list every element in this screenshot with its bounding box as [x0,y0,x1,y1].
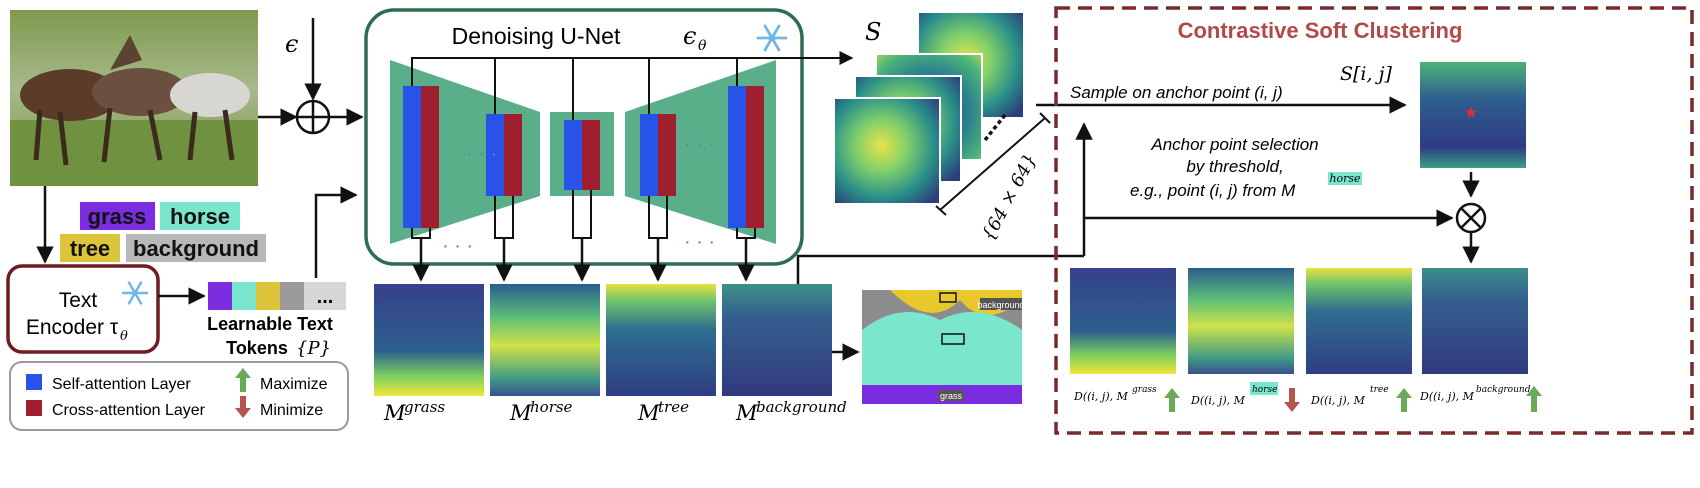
dist-tree-sup: tree [1370,385,1389,395]
text-encoder: Text Encoder τ θ [6,264,160,354]
anchor-heatmap [1420,62,1526,168]
map-background-prefix: M [735,401,758,425]
clustering-sample-label: S[i, j] [1340,63,1392,85]
learnable-token-1 [208,282,232,310]
sum-icon [295,99,331,135]
unet-dots-bottom-right: · · · [684,231,715,253]
token-background-label: background [133,236,259,261]
result-map-background [1422,268,1528,374]
map-tree-prefix: M [637,401,660,425]
token-tree-swatch [60,234,120,262]
legend-minimize-label: Minimize [260,402,323,419]
learnable-token-ellipsis: ... [317,286,334,308]
map-grass [374,284,484,396]
learnable-tokens-set: {P} [296,338,331,359]
legend-self-attention-swatch [26,374,42,390]
legend-cross-attention-swatch [26,400,42,416]
map-horse-prefix: M [509,401,532,425]
self-attention-label: S [865,18,881,46]
result-map-horse [1188,268,1294,374]
map-tree-sup: tree [658,398,689,416]
map-horse [490,284,600,396]
clustering-title: Contrastive Soft Clustering [1178,18,1463,43]
contrastive-soft-clustering: Contrastive Soft Clustering Sample on an… [1054,6,1694,435]
token-legend: grass horse tree background [60,202,266,262]
token-background-swatch [126,234,266,262]
arrow-up-icon [1526,386,1542,412]
learnable-tokens-line2: Tokens [226,338,288,358]
dist-horse-prefix: D((i, j), M [1190,394,1246,407]
snowflake-icon [756,24,788,52]
self-attention-maps: S {64 × 64} [833,11,1051,244]
token-horse-swatch [160,202,240,230]
text-encoder-subscript: θ [120,329,128,344]
text-encoder-line1: Text [59,289,98,312]
arrow-down-icon [235,396,251,418]
learnable-tokens: ... Learnable Text Tokens {P} [207,282,346,359]
arrow-down-icon [1284,388,1300,412]
learnable-token-4 [280,282,304,310]
legend-maximize-label: Maximize [260,376,328,393]
unet-dots-encoder: · · · [466,143,497,165]
unet-title: Denoising U-Net [452,23,621,49]
noise-epsilon: ϵ [285,30,298,58]
segmentation-result: background grass [862,290,1025,404]
token-horse-label: horse [170,204,230,229]
dist-background-sup: background [1476,385,1531,395]
learnable-token-2 [232,282,256,310]
line-background-map-to-selection [796,254,1084,284]
unet-symbol: ϵ [683,22,696,50]
learnable-tokens-line1: Learnable Text [207,314,333,334]
anchor-sup: horse [1329,172,1361,185]
map-horse-sup: horse [530,398,573,416]
snowflake-icon [121,281,149,305]
self-attention-size: {64 × 64} [978,150,1041,244]
unet-layers [403,86,764,228]
learnable-token-more [304,282,346,310]
map-tree [606,284,716,396]
map-grass-prefix: M [383,401,406,425]
dist-grass-sup: grass [1132,385,1157,395]
dist-grass-prefix: D((i, j), M [1073,390,1129,403]
unet-dots-decoder: · · · [684,133,715,155]
token-grass-swatch [80,202,155,230]
text-encoder-line2: Encoder τ [26,316,119,339]
product-icon [1455,202,1487,234]
unet-dots-bottom-left: · · · [442,235,473,257]
legend-cross-attention-label: Cross-attention Layer [52,402,206,419]
arrow-up-icon [235,368,251,392]
anchor-line2: by threshold, [1186,157,1283,176]
map-background-sup: background [756,398,847,416]
arrow-up-icon [1396,388,1412,412]
layer-legend: Self-attention Layer Cross-attention Lay… [9,361,349,431]
seg-label-background: background [977,300,1024,310]
map-grass-sup: grass [404,398,445,416]
anchor-line3: e.g., point (i, j) from M [1130,181,1296,200]
dist-tree-prefix: D((i, j), M [1310,394,1366,407]
dist-background-prefix: D((i, j), M [1419,390,1475,403]
result-map-grass [1070,268,1176,374]
map-background [722,284,832,396]
denoising-unet: Denoising U-Net ϵ θ · · · · · · · · · · … [364,8,854,282]
token-tree-label: tree [70,236,110,261]
input-image [10,10,258,186]
clustering-sample-text: Sample on anchor point (i, j) [1070,83,1283,102]
cross-attention-maps: M grass M horse M tree M background [374,284,847,425]
unet-symbol-sub: θ [698,38,707,54]
dist-horse-sup: horse [1252,385,1277,395]
seg-label-grass: grass [940,391,963,401]
arrow-up-icon [1164,388,1180,412]
anchor-line1: Anchor point selection [1150,135,1318,154]
anchor-star-icon: ★ [1464,105,1478,122]
token-grass-label: grass [88,204,147,229]
arrow-tokens-to-unet [314,186,358,278]
learnable-token-3 [256,282,280,310]
result-map-tree [1306,268,1412,374]
legend-self-attention-label: Self-attention Layer [52,376,191,393]
